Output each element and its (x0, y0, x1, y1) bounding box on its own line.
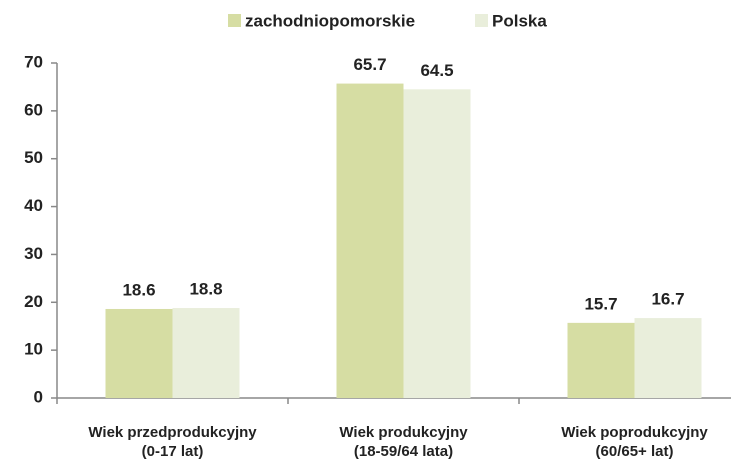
legend-swatch (228, 14, 241, 27)
bar (172, 308, 240, 398)
bar (336, 83, 404, 398)
value-label: 64.5 (420, 61, 453, 80)
value-label: 18.6 (122, 280, 155, 299)
value-label: 65.7 (353, 55, 386, 74)
x-tick-label: (0-17 lat) (142, 443, 204, 460)
value-label: 16.7 (651, 290, 684, 309)
x-tick-label: Wiek produkcyjny (339, 424, 468, 441)
y-tick-label: 20 (24, 292, 43, 311)
y-tick-label: 60 (24, 100, 43, 119)
y-tick-label: 30 (24, 244, 43, 263)
bar (634, 318, 702, 398)
y-tick-label: 70 (24, 52, 43, 71)
y-tick-label: 50 (24, 148, 43, 167)
bar (567, 322, 635, 398)
x-tick-label: Wiek przedprodukcyjny (88, 424, 257, 441)
y-tick-label: 10 (24, 340, 43, 359)
bar (105, 308, 173, 398)
legend-swatch (475, 14, 488, 27)
y-tick-label: 0 (34, 387, 43, 406)
value-label: 18.8 (189, 280, 222, 299)
bar (403, 89, 471, 399)
legend-label: zachodniopomorskie (245, 11, 415, 30)
y-tick-label: 40 (24, 196, 43, 215)
x-tick-label: Wiek poprodukcyjny (561, 424, 708, 441)
value-label: 15.7 (584, 294, 617, 313)
x-tick-label: (60/65+ lat) (596, 443, 674, 460)
x-tick-label: (18-59/64 lata) (354, 443, 453, 460)
legend-label: Polska (492, 11, 547, 30)
